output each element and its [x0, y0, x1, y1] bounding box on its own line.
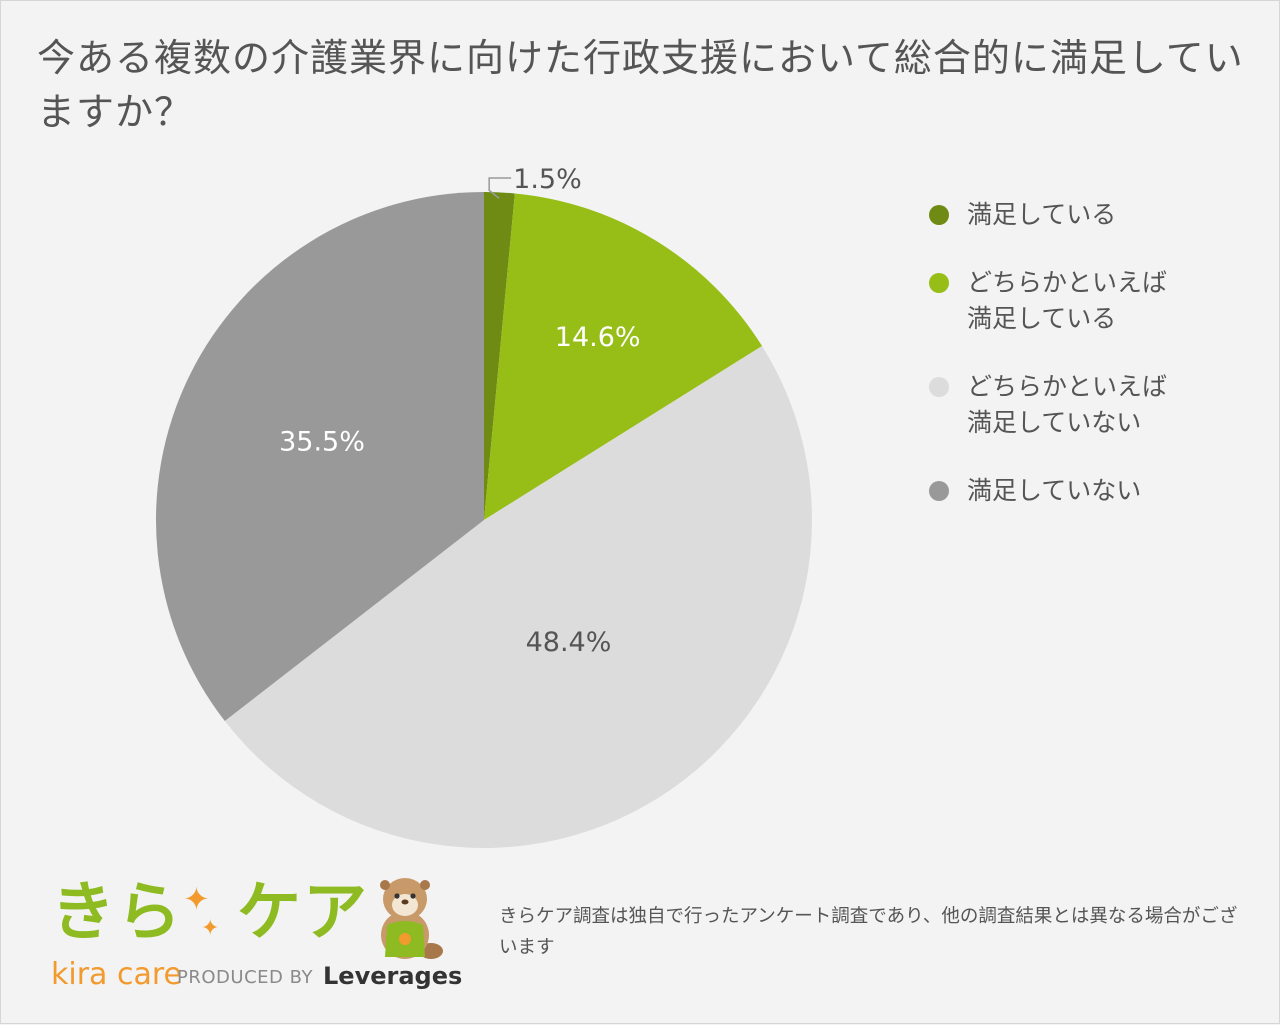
sparkle-icon: ✦ [183, 880, 210, 918]
legend-label: どちらかといえば 満足していない [967, 372, 1168, 437]
pie-slice [224, 345, 812, 848]
legend-label: 満足している [967, 200, 1117, 229]
legend-swatch [929, 273, 949, 293]
brand-name-care: ケア [237, 876, 369, 950]
chart-title: 今ある複数の介護業界に向けた行政支援において総合的に満足していますか？ [37, 36, 1244, 134]
legend-label: どちらかといえば 満足している [967, 268, 1168, 333]
legend-swatch [929, 205, 949, 225]
data-label: 14.6% [555, 322, 641, 353]
otter-mascot-icon [380, 878, 443, 959]
company-name: Leverages [323, 962, 463, 990]
legend-item-unsatisfied: 満足していない [929, 473, 1249, 509]
leader-line [488, 177, 512, 199]
produced-by-text: PRODUCED BY [177, 967, 313, 988]
disclaimer-text: きらケア調査は独自で行ったアンケート調査であり、他の調査結果とは異なる場合がござ… [499, 906, 1238, 958]
sparkle-icon: ✦ [201, 916, 220, 941]
legend-item-somewhat-unsatisfied: どちらかといえば 満足していない [929, 369, 1249, 441]
data-label: 35.5% [279, 427, 365, 458]
data-label: 1.5% [513, 164, 582, 195]
legend-swatch [929, 377, 949, 397]
brand-romaji: kira care [51, 957, 182, 992]
legend: 満足している どちらかといえば 満足している どちらかといえば 満足していない … [929, 197, 1249, 541]
pie-slice [484, 193, 763, 520]
legend-item-satisfied: 満足している [929, 197, 1249, 233]
pie-slice [484, 192, 515, 520]
legend-swatch [929, 481, 949, 501]
legend-item-somewhat-satisfied: どちらかといえば 満足している [929, 265, 1249, 337]
data-label: 48.4% [526, 627, 612, 658]
brand-logo: きら ✦ ✦ ケア kira care PRODUCED BY Leverage… [51, 873, 462, 1003]
legend-label: 満足していない [967, 476, 1142, 505]
brand-name-kira: きら [51, 876, 183, 950]
pie-slice [156, 192, 484, 722]
